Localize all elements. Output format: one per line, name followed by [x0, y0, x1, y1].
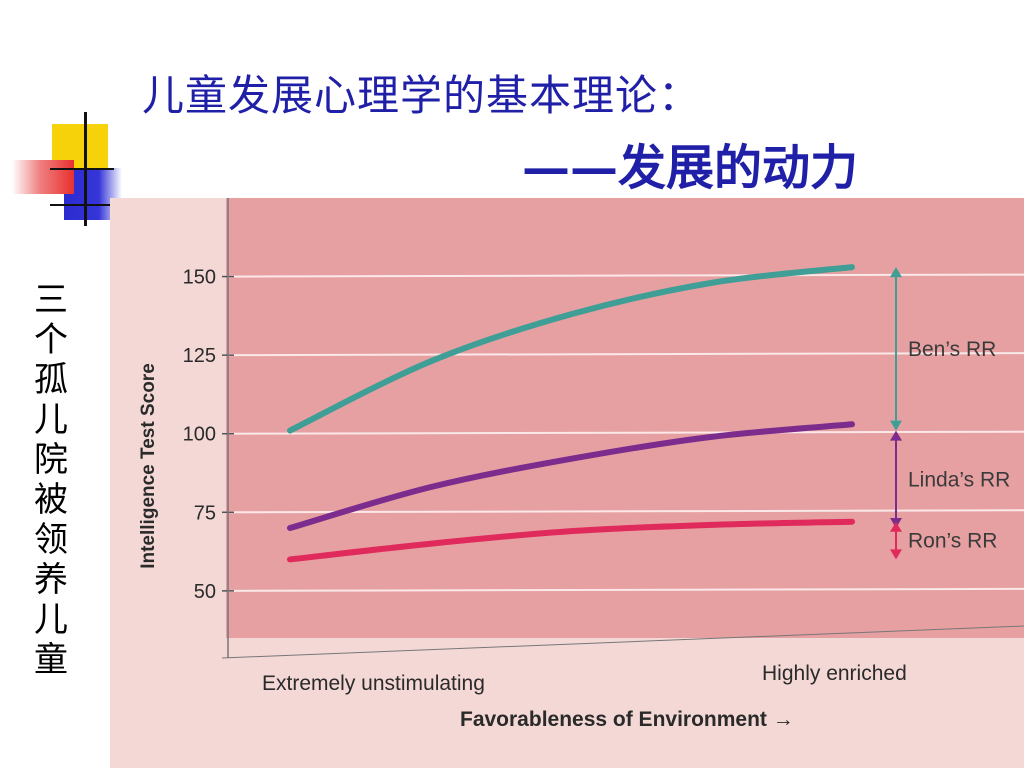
y-tick-label-50: 50: [194, 581, 216, 603]
deco-horizontal-line-1: [50, 168, 114, 170]
range-label-linda: Linda’s RR: [908, 468, 1010, 491]
side-label-char-2: 孤: [28, 360, 74, 400]
side-label-char-4: 院: [28, 440, 74, 480]
chart-figure: 50 75 100 125 150 Ben’s RR Linda’s RR Ron’s RR…: [110, 198, 1024, 768]
chart-svg: 50 75 100 125 150 Ben’s RR Linda’s RR Ron’s RR…: [110, 198, 1024, 768]
side-label-char-8: 儿: [28, 600, 74, 640]
x-axis-label: Favorableness of Environment →: [460, 708, 794, 731]
side-label-char-0: 三: [28, 280, 74, 320]
chart-plot-background: [226, 198, 1024, 638]
side-label-char-1: 个: [28, 320, 74, 360]
y-tick-label-75: 75: [194, 502, 216, 524]
slide-title: 儿童发展心理学的基本理论：: [142, 62, 701, 123]
deco-red-square: [12, 160, 74, 194]
x-tick-label-1: Highly enriched: [762, 662, 907, 685]
side-label-char-7: 养: [28, 560, 74, 600]
y-tick-label-125: 125: [183, 345, 216, 367]
y-axis-label: Intelligence Test Score: [138, 363, 159, 569]
side-label-char-3: 儿: [28, 400, 74, 440]
side-vertical-label: 三个孤儿院被领养儿童: [28, 280, 74, 680]
y-tick-label-100: 100: [183, 424, 216, 446]
deco-horizontal-line-2: [50, 204, 114, 206]
x-tick-label-0: Extremely unstimulating: [262, 672, 485, 695]
y-tick-label-150: 150: [183, 267, 216, 289]
side-label-char-6: 领: [28, 520, 74, 560]
range-label-ben: Ben’s RR: [908, 338, 996, 361]
side-label-char-9: 童: [28, 640, 74, 680]
range-label-ron: Ron’s RR: [908, 530, 997, 553]
side-label-char-5: 被: [28, 480, 74, 520]
slide-subtitle: ——发展的动力: [522, 128, 858, 198]
